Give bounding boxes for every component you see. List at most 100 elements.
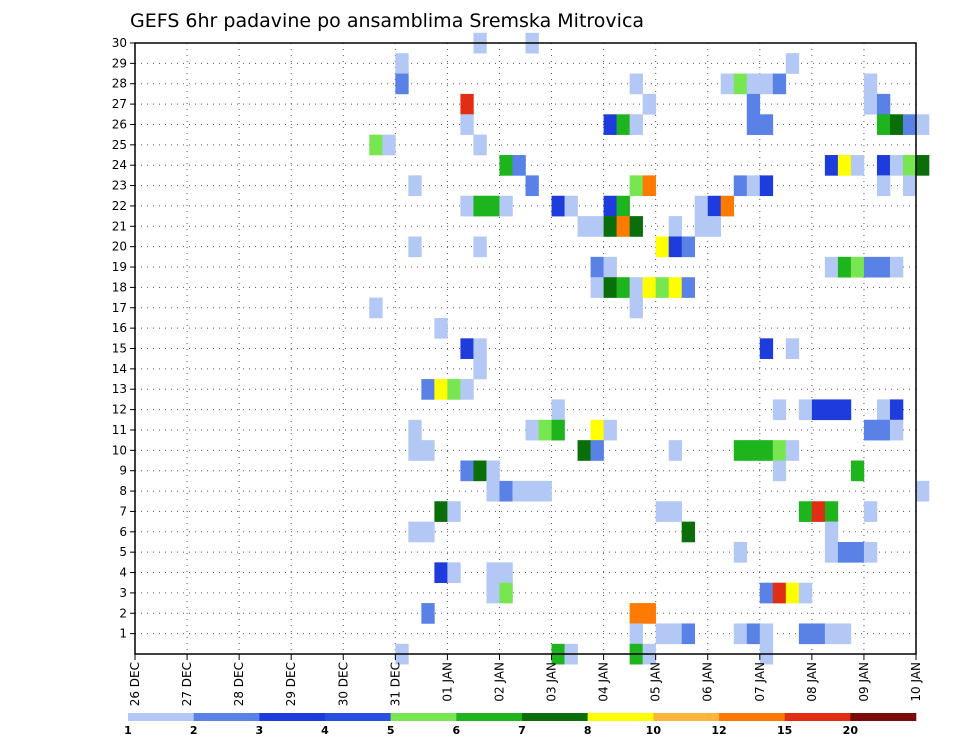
precip-cell: [629, 277, 643, 298]
y-tick-label: 10: [112, 443, 127, 457]
precip-cell: [876, 93, 891, 115]
legend-swatch: [193, 713, 260, 721]
legend-swatch: [850, 713, 917, 721]
precip-cell: [460, 338, 474, 359]
precip-cell: [421, 521, 435, 543]
y-tick-label: 22: [112, 199, 127, 213]
precip-cell: [902, 155, 917, 176]
precip-cell: [707, 195, 722, 217]
legend-label: 4: [321, 724, 329, 737]
precip-cell: [499, 562, 513, 584]
precip-cell: [603, 256, 617, 278]
precip-cell: [902, 114, 917, 135]
precip-cell: [460, 114, 474, 135]
precip-cell: [486, 195, 500, 217]
precip-cell: [863, 256, 878, 278]
legend-label: 6: [453, 724, 461, 737]
precip-cell: [473, 134, 487, 156]
x-tick-label: 30 DEC: [336, 662, 350, 706]
precip-cell: [629, 623, 643, 645]
precip-cell: [746, 114, 761, 135]
precip-cell: [486, 582, 500, 604]
precip-cell: [642, 93, 656, 115]
precip-cell: [668, 440, 682, 461]
legend-swatch: [259, 713, 326, 721]
precip-cell: [655, 236, 669, 258]
precip-cell: [759, 73, 774, 95]
precip-cell: [395, 73, 409, 95]
precip-cell: [785, 338, 800, 359]
legend-swatch: [587, 713, 654, 721]
precip-cell: [421, 379, 435, 400]
legend-swatch: [719, 713, 785, 721]
legend-label: 1: [124, 724, 132, 737]
precip-cell: [655, 277, 669, 298]
y-tick-label: 29: [112, 56, 127, 70]
precip-cell: [746, 623, 761, 645]
precip-cell: [434, 501, 448, 522]
precip-cell: [603, 195, 617, 217]
precip-cell: [473, 236, 487, 258]
precip-cell: [525, 480, 539, 502]
y-tick-label: 1: [119, 627, 127, 641]
precip-cell: [616, 195, 630, 217]
precip-cell: [460, 379, 474, 400]
legend-label: 12: [711, 724, 726, 737]
precip-cell: [889, 114, 904, 135]
y-tick-label: 14: [112, 362, 127, 376]
precip-cell: [863, 541, 878, 563]
precip-cell: [733, 73, 748, 95]
x-tick-label: 10 JAN: [909, 662, 923, 702]
legend-label: 15: [777, 724, 792, 737]
precip-cell: [733, 175, 748, 197]
precip-cell: [798, 501, 813, 522]
y-tick-label: 21: [112, 219, 127, 233]
precip-cell: [824, 521, 839, 543]
x-tick-label: 04 JAN: [597, 662, 611, 702]
chart-title: GEFS 6hr padavine po ansamblima Sremska …: [130, 10, 644, 32]
precip-cell: [447, 379, 461, 400]
precip-cell: [668, 277, 682, 298]
precip-cell: [616, 114, 630, 135]
precip-cell: [720, 195, 735, 217]
precip-cell: [460, 195, 474, 217]
precip-cell: [837, 256, 852, 278]
precip-cell: [720, 73, 735, 95]
legend-swatch: [325, 713, 391, 721]
precip-cell: [746, 93, 761, 115]
precip-cell: [603, 216, 617, 237]
precip-cell: [447, 501, 461, 522]
y-tick-label: 11: [112, 423, 127, 437]
precip-cell: [837, 623, 852, 645]
precip-cell: [876, 256, 891, 278]
precip-cell: [733, 541, 748, 563]
precip-cell: [616, 277, 630, 298]
legend-label: 2: [190, 724, 198, 737]
legend-label: 5: [387, 724, 395, 737]
precip-cell: [772, 460, 787, 482]
legend-swatch: [522, 713, 588, 721]
x-tick-label: 03 JAN: [545, 662, 559, 702]
legend-swatch: [784, 713, 851, 721]
y-tick-label: 18: [112, 280, 127, 294]
y-tick-label: 28: [112, 77, 127, 91]
precip-cell: [473, 338, 487, 359]
precip-cell: [668, 501, 682, 522]
precip-cell: [863, 93, 878, 115]
precip-cell: [916, 480, 930, 502]
precip-cell: [798, 623, 813, 645]
precip-cell: [590, 256, 604, 278]
y-tick-label: 3: [119, 586, 127, 600]
y-tick-label: 5: [119, 545, 127, 559]
precip-cell: [785, 582, 800, 604]
precip-cell: [642, 603, 656, 624]
precip-cell: [408, 236, 422, 258]
precip-cell: [850, 460, 865, 482]
precip-cell: [590, 440, 604, 461]
precip-cell: [590, 277, 604, 298]
precip-cell: [577, 440, 591, 461]
y-tick-label: 30: [112, 36, 127, 50]
precip-cell: [499, 582, 513, 604]
legend-label: 20: [843, 724, 859, 737]
